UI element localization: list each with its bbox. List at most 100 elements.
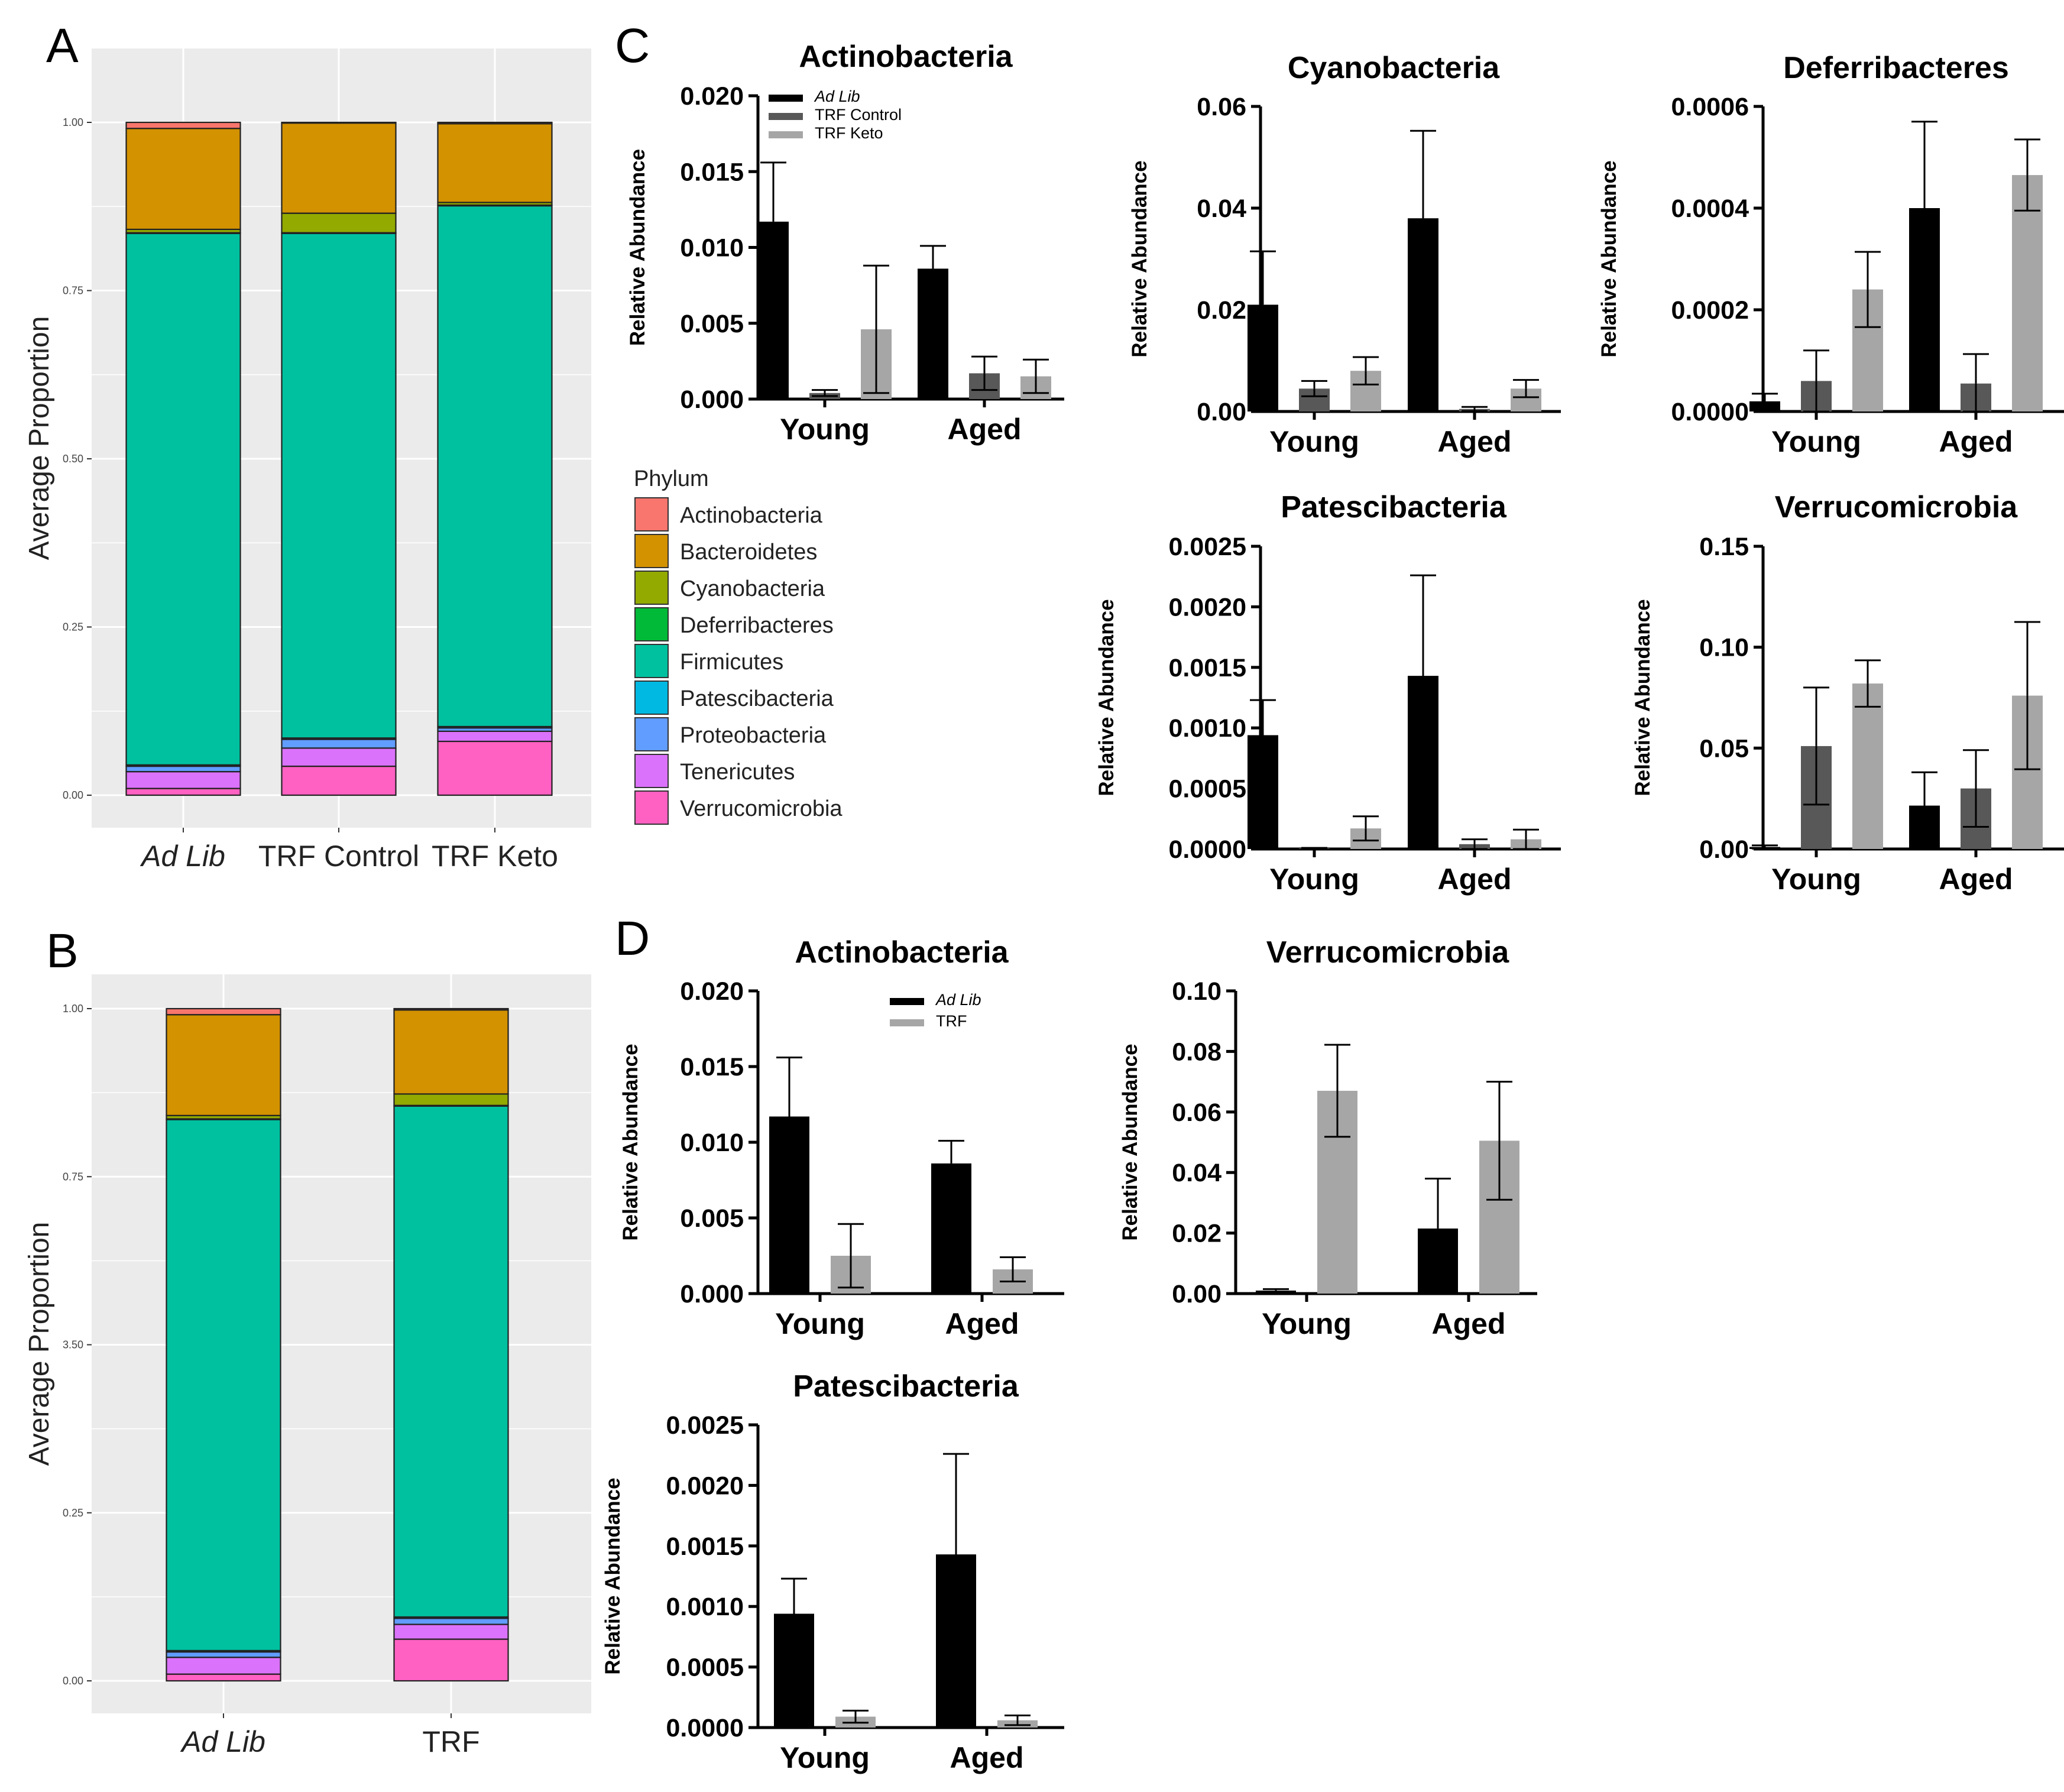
legend-swatch-bacteroidetes xyxy=(634,534,669,568)
segment-firmicutes-ad-lib xyxy=(125,232,241,766)
y-axis-label: Relative Abundance xyxy=(1598,160,1621,357)
segment-actinobacteria-trf-control xyxy=(281,121,397,124)
legend-item-patescibacteria: Patescibacteria xyxy=(680,686,834,711)
y-tick-label: 0.0005 xyxy=(1168,775,1246,803)
panel-label-a: A xyxy=(46,19,79,73)
legend-swatch-deferribacteres xyxy=(634,607,669,641)
y-axis-label: Relative Abundance xyxy=(1119,1044,1142,1240)
y-tick-label: 0.0015 xyxy=(666,1532,744,1561)
legend-label-trf-keto: TRF Keto xyxy=(815,124,883,142)
x-tick-label: Young xyxy=(1262,1307,1352,1340)
bar-chart-d-actinobacteria: Actinobacteria 0.000 0.005 0.010 0.015 0.020 Y… xyxy=(619,935,1064,1340)
y-tick-label: 0.005 xyxy=(680,1204,744,1233)
y-tick-label: 0.00 xyxy=(1699,835,1749,864)
x-tick-label: TRF xyxy=(422,1725,479,1758)
legend-swatch-ad-lib xyxy=(769,95,803,102)
segment-firmicutes-trf xyxy=(393,1105,509,1618)
y-tick-label: 0.0000 xyxy=(1168,835,1246,864)
y-tick-label: 0.50 xyxy=(63,453,83,465)
x-tick-label: Ad Lib xyxy=(140,840,225,873)
y-tick-label: 0.0002 xyxy=(1671,296,1749,325)
legend-item-actinobacteria: Actinobacteria xyxy=(680,503,823,528)
y-tick-label: 0.000 xyxy=(680,1280,744,1308)
chart-title: Cyanobacteria xyxy=(1288,51,1500,85)
x-tick-label: TRF Control xyxy=(258,840,419,873)
y-tick-label: 0.75 xyxy=(63,285,83,297)
segment-tenericutes-ad-lib xyxy=(166,1657,281,1675)
y-tick-label: 0.75 xyxy=(63,1171,83,1182)
segment-bacteroidetes-trf-control xyxy=(281,122,397,214)
segment-bacteroidetes-trf-keto xyxy=(437,123,553,203)
y-tick-label: 0.15 xyxy=(1699,533,1749,561)
segment-bacteroidetes-ad-lib xyxy=(166,1014,281,1116)
y-tick-label: 0.0020 xyxy=(1168,593,1246,621)
chart-title: Verrucomicrobia xyxy=(1266,935,1509,970)
x-tick-label: Young xyxy=(780,1741,870,1774)
chart-title: Patescibacteria xyxy=(1281,490,1507,524)
segment-tenericutes-trf-keto xyxy=(437,730,553,743)
segment-proteobacteria-ad-lib xyxy=(166,1651,281,1658)
x-tick-label: Young xyxy=(1269,425,1359,458)
y-tick-label: 0.00 xyxy=(63,789,83,801)
x-tick-label: TRF Keto xyxy=(432,840,558,873)
y-tick-label: 0.0025 xyxy=(1168,533,1246,561)
legend-item-deferribacteres: Deferribacteres xyxy=(680,613,834,638)
legend-swatch-actinobacteria xyxy=(634,497,669,532)
segment-verrucomicrobia-trf xyxy=(393,1638,509,1682)
segment-verrucomicrobia-trf-control xyxy=(281,765,397,796)
y-tick-label: 0.25 xyxy=(63,1507,83,1519)
y-tick-label: 0.0010 xyxy=(666,1593,744,1621)
segment-verrucomicrobia-trf-keto xyxy=(437,740,553,796)
x-tick-label: Aged xyxy=(1432,1307,1506,1340)
y-axis-label: Relative Abundance xyxy=(1631,599,1654,796)
y-tick-label: 0.00 xyxy=(1197,398,1246,426)
legend-swatch-tenericutes xyxy=(634,754,669,788)
legend-label-trf-control: TRF Control xyxy=(815,106,902,124)
chart-title: Patescibacteria xyxy=(793,1369,1019,1404)
segment-cyanobacteria-trf xyxy=(393,1093,509,1106)
segment-proteobacteria-trf-control xyxy=(281,738,397,749)
segment-firmicutes-ad-lib xyxy=(166,1119,281,1651)
x-tick-label: Aged xyxy=(1438,863,1512,896)
x-tick-label: Aged xyxy=(950,1741,1024,1774)
bar-chart-c-patescibacteria: Patescibacteria 0.0000 0.0005 0.0010 0.0015 0… xyxy=(1095,490,1561,896)
y-tick-label: 3.50 xyxy=(63,1339,83,1351)
segment-bacteroidetes-ad-lib xyxy=(125,128,241,231)
y-tick-label: 0.020 xyxy=(680,977,744,1006)
y-tick-label: 1.00 xyxy=(63,116,83,128)
legend-item-verrucomicrobia: Verrucomicrobia xyxy=(680,796,843,821)
y-tick-label: 0.25 xyxy=(63,621,83,633)
legend-swatch-trf-keto xyxy=(769,131,803,138)
y-tick-label: 0.010 xyxy=(680,234,744,263)
legend-swatch-trf xyxy=(890,1019,924,1026)
stacked-chart-b: 0.00 0.25 3.50 0.75 1.00 Ad Lib TRF Average Pro… xyxy=(24,974,591,1758)
chart-title: Actinobacteria xyxy=(799,40,1013,74)
y-tick-label: 0.0020 xyxy=(666,1472,744,1500)
legend-item-bacteroidetes: Bacteroidetes xyxy=(680,540,817,565)
segment-verrucomicrobia-ad-lib xyxy=(125,788,241,796)
y-tick-label: 0.015 xyxy=(680,158,744,186)
stacked-chart-a: 0.00 0.25 0.50 0.75 1.00 Ad Lib TRF Control TRF… xyxy=(24,48,591,873)
legend-item-firmicutes: Firmicutes xyxy=(680,650,783,675)
legend-label-trf: TRF xyxy=(936,1012,967,1030)
y-tick-label: 0.06 xyxy=(1172,1098,1221,1127)
segment-proteobacteria-ad-lib xyxy=(125,765,241,773)
y-tick-label: 0.04 xyxy=(1172,1159,1221,1187)
y-tick-label: 0.015 xyxy=(680,1053,744,1081)
x-tick-label: Aged xyxy=(945,1307,1019,1340)
x-tick-label: Ad Lib xyxy=(180,1725,265,1758)
legend-item-cyanobacteria: Cyanobacteria xyxy=(680,576,825,601)
legend-item-tenericutes: Tenericutes xyxy=(680,760,795,785)
legend-label-ad-lib: Ad Lib xyxy=(935,991,981,1009)
x-tick-label: Young xyxy=(780,413,870,446)
y-tick-label: 0.0006 xyxy=(1671,93,1749,121)
y-tick-label: 0.0000 xyxy=(666,1714,744,1742)
y-tick-label: 0.0004 xyxy=(1671,195,1749,223)
segment-actinobacteria-trf xyxy=(393,1007,509,1011)
legend-swatch-cyanobacteria xyxy=(634,571,669,605)
legend-swatch-patescibacteria xyxy=(634,680,669,715)
legend-item-proteobacteria: Proteobacteria xyxy=(680,723,827,748)
legend-swatch-verrucomicrobia xyxy=(634,790,669,825)
y-axis-label: Relative Abundance xyxy=(601,1477,624,1674)
chart-title: Verrucomicrobia xyxy=(1775,490,2018,524)
